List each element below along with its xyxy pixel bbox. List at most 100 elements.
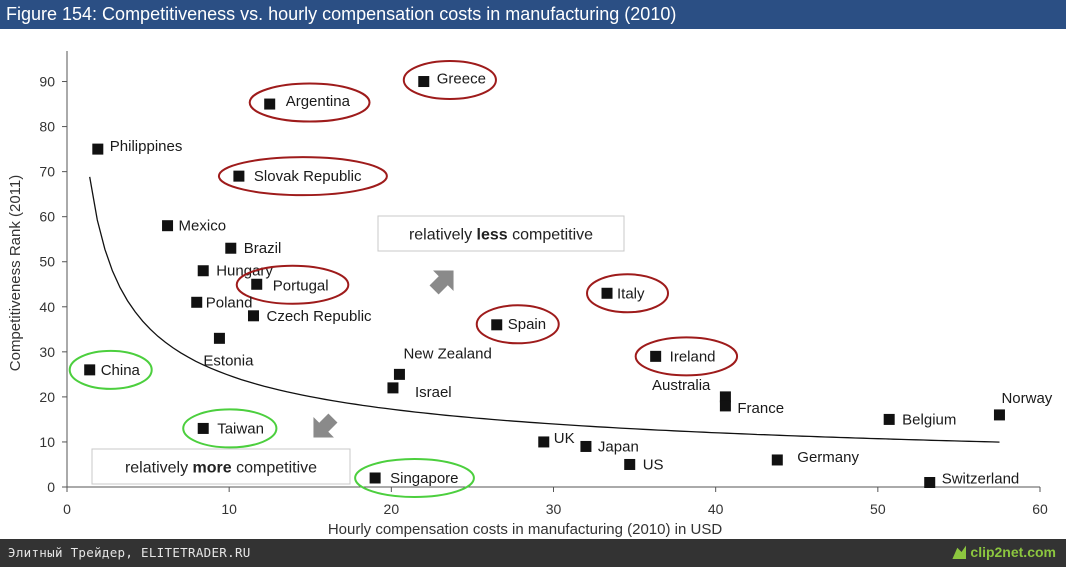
point-marker-italy	[601, 287, 613, 299]
point-marker-ireland	[650, 350, 662, 362]
highlight-ellipse-portugal	[235, 264, 350, 305]
annotation-more-competitive-box	[91, 448, 351, 485]
y-tick-label: 20	[39, 389, 55, 405]
point-label-china: China	[101, 362, 141, 379]
point-marker-switzerland	[924, 476, 936, 488]
highlight-ellipse-taiwan	[182, 408, 278, 449]
point-marker-brazil	[225, 242, 237, 254]
highlight-ellipse-argentina	[248, 82, 371, 123]
point-label-portugal: Portugal	[273, 277, 329, 294]
point-marker-slovak-republic	[233, 170, 245, 182]
highlight-ellipse-spain	[475, 304, 560, 345]
point-marker-australia	[719, 391, 731, 403]
point-label-mexico: Mexico	[179, 218, 227, 235]
annotation-less-competitive-box	[377, 215, 625, 252]
clip2net-logo-icon	[952, 545, 967, 559]
point-marker-czech-republic	[247, 310, 259, 322]
y-tick-label: 10	[39, 434, 55, 450]
x-tick-label: 30	[546, 501, 562, 517]
point-label-spain: Spain	[508, 316, 546, 333]
point-label-new-zealand: New Zealand	[403, 345, 491, 362]
point-label-philippines: Philippines	[110, 138, 183, 155]
point-label-israel: Israel	[415, 384, 452, 401]
point-marker-new-zealand	[393, 368, 405, 380]
point-marker-taiwan	[197, 422, 209, 434]
point-label-ireland: Ireland	[670, 348, 716, 365]
point-marker-poland	[191, 296, 203, 308]
point-label-japan: Japan	[598, 438, 639, 455]
point-marker-argentina	[264, 98, 276, 110]
point-label-france: France	[737, 400, 784, 417]
point-label-italy: Italy	[617, 285, 645, 302]
x-tick-label: 10	[221, 501, 237, 517]
y-tick-label: 90	[39, 74, 55, 90]
y-tick-label: 40	[39, 299, 55, 315]
point-marker-estonia	[213, 332, 225, 344]
point-marker-uk	[538, 436, 550, 448]
trend-curve	[89, 176, 1000, 443]
highlight-ellipse-singapore	[354, 457, 475, 498]
point-marker-china	[84, 364, 96, 376]
y-tick-label: 50	[39, 254, 55, 270]
point-label-belgium: Belgium	[902, 411, 956, 428]
point-label-brazil: Brazil	[244, 240, 282, 257]
y-tick-label: 30	[39, 344, 55, 360]
y-tick-label: 80	[39, 119, 55, 135]
x-tick-label: 20	[384, 501, 400, 517]
point-marker-portugal	[251, 278, 263, 290]
figure-title-bar: Figure 154: Competitiveness vs. hourly c…	[0, 0, 1066, 29]
x-axis-label: Hourly compensation costs in manufacturi…	[328, 521, 723, 538]
point-marker-israel	[387, 382, 399, 394]
point-marker-singapore	[369, 472, 381, 484]
point-label-hungary: Hungary	[216, 263, 273, 280]
point-marker-greece	[418, 76, 430, 88]
point-label-argentina: Argentina	[286, 93, 351, 110]
highlight-ellipse-china	[68, 349, 153, 390]
point-label-singapore: Singapore	[390, 470, 458, 487]
brand-watermark: clip2net.com	[952, 544, 1056, 560]
arrow-less-competitive-icon	[427, 269, 455, 297]
y-axis-label: Competitiveness Rank (2011)	[7, 175, 24, 371]
point-marker-norway	[993, 409, 1005, 421]
highlight-ellipse-greece	[402, 60, 497, 101]
figure-title: Figure 154: Competitiveness vs. hourly c…	[6, 4, 677, 24]
point-label-norway: Norway	[1001, 390, 1052, 407]
highlight-ellipse-ireland	[634, 336, 739, 377]
source-credit: Элитный Трейдер, ELITETRADER.RU	[8, 545, 251, 560]
point-marker-japan	[580, 440, 592, 452]
y-tick-label: 0	[47, 479, 55, 495]
scatter-chart: 0 10 20 30 40 50 60 70 80 90 0 10 20 30 40 50 60 Hourly c…	[7, 51, 1053, 538]
arrow-more-competitive-icon	[312, 411, 340, 439]
point-label-germany: Germany	[797, 449, 859, 466]
point-marker-germany	[771, 454, 783, 466]
footer-bar: Элитный Трейдер, ELITETRADER.RU clip2net…	[0, 539, 1066, 567]
highlight-ellipse-italy	[586, 273, 670, 314]
highlight-ellipse-slovak-republic	[217, 156, 388, 197]
point-label-czech-republic: Czech Republic	[266, 308, 372, 325]
point-marker-hungary	[197, 265, 209, 277]
point-label-poland: Poland	[206, 294, 253, 311]
point-label-taiwan: Taiwan	[217, 420, 264, 437]
point-label-uk: UK	[554, 430, 575, 447]
point-marker-france	[719, 400, 731, 412]
point-marker-mexico	[162, 220, 174, 232]
annotation-less-competitive-text: relatively less competitive	[409, 227, 593, 244]
point-marker-spain	[491, 319, 503, 331]
point-label-us: US	[643, 456, 664, 473]
brand-label: clip2net.com	[970, 544, 1056, 560]
point-label-switzerland: Switzerland	[942, 470, 1020, 487]
x-tick-label: 0	[63, 501, 71, 517]
x-tick-label: 50	[870, 501, 886, 517]
y-tick-label: 60	[39, 209, 55, 225]
point-label-greece: Greece	[437, 71, 486, 88]
point-marker-belgium	[883, 413, 895, 425]
point-label-australia: Australia	[652, 377, 711, 394]
point-label-estonia: Estonia	[203, 352, 254, 369]
point-marker-us	[624, 458, 636, 470]
x-tick-label: 60	[1032, 501, 1048, 517]
y-tick-label: 70	[39, 164, 55, 180]
x-tick-label: 40	[708, 501, 724, 517]
point-marker-philippines	[92, 143, 104, 155]
point-label-slovak-republic: Slovak Republic	[254, 168, 362, 185]
annotation-more-competitive-text: relatively more competitive	[125, 460, 317, 477]
